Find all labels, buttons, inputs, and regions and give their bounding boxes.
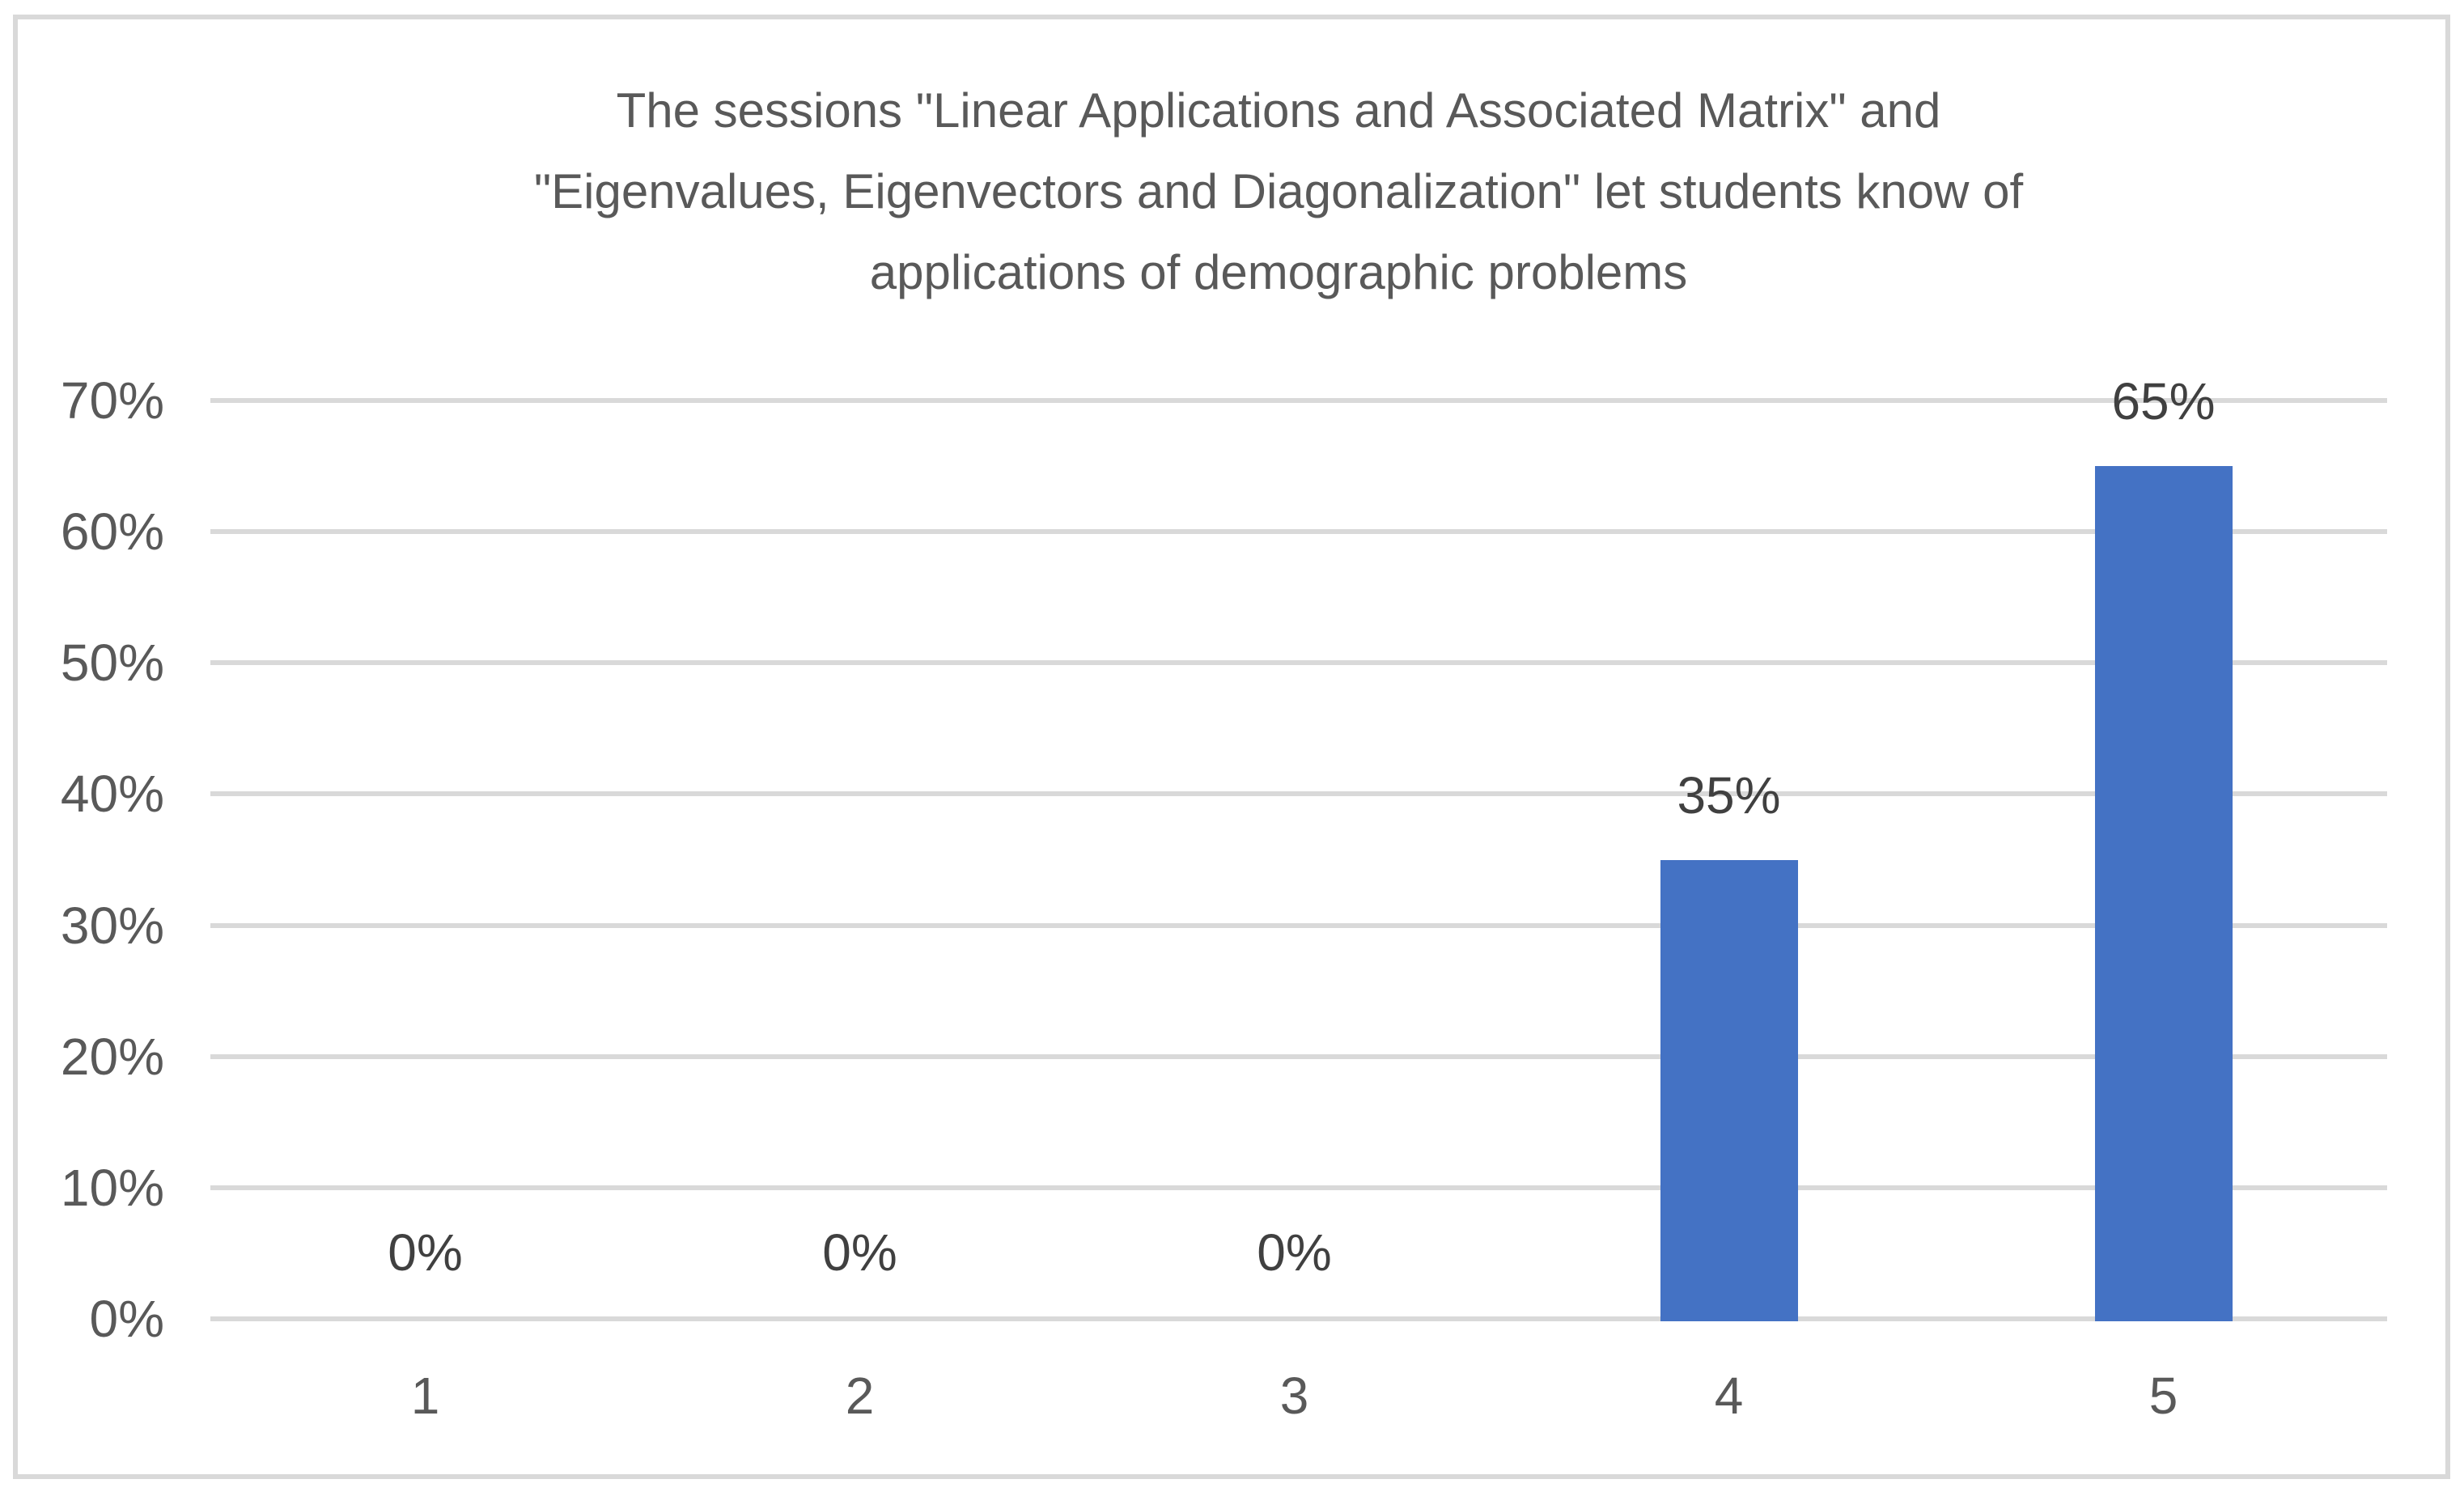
gridline [210, 529, 2387, 535]
y-axis-tick-label: 60% [60, 502, 164, 562]
bar [2094, 466, 2233, 1321]
y-axis-tick-label: 20% [60, 1027, 164, 1086]
gridline [210, 922, 2387, 928]
x-axis-tick-label: 3 [1279, 1367, 1309, 1425]
data-label: 35% [1677, 765, 1781, 824]
gridline [210, 398, 2387, 403]
chart-border-frame [13, 15, 2450, 1479]
gridline [210, 791, 2387, 797]
y-axis-tick-label: 30% [60, 896, 164, 955]
gridline [210, 1185, 2387, 1190]
gridline [210, 660, 2387, 666]
x-axis-tick-label: 1 [410, 1367, 440, 1425]
y-axis-tick-label: 40% [60, 765, 164, 824]
data-label: 0% [388, 1223, 463, 1282]
y-axis-tick-label: 70% [60, 371, 164, 430]
y-axis-tick-label: 50% [60, 634, 164, 693]
bar [1660, 859, 1798, 1321]
data-label: 0% [1257, 1223, 1332, 1282]
gridline [210, 1316, 2387, 1321]
x-axis-tick-label: 4 [1714, 1367, 1744, 1425]
x-axis-tick-label: 5 [2148, 1367, 2178, 1425]
x-axis-tick-label: 2 [845, 1367, 875, 1425]
chart-title-line-2: "Eigenvalues, Eigenvectors and Diagonali… [533, 164, 2024, 218]
y-axis-tick-label: 10% [60, 1158, 164, 1217]
chart-title-line-1: The sessions "Linear Applications and As… [616, 83, 1941, 138]
data-label: 65% [2111, 372, 2216, 431]
gridline [210, 1053, 2387, 1059]
data-label: 0% [822, 1223, 897, 1282]
chart-title-line-3: applications of demographic problems [869, 245, 1688, 299]
chart-title: The sessions "Linear Applications and As… [267, 70, 2290, 313]
y-axis-tick-label: 0% [89, 1290, 165, 1348]
